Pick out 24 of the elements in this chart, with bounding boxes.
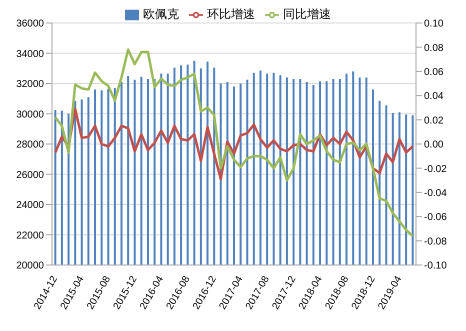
y2-tick-label: -0.08 <box>424 236 448 248</box>
y-tick-label: 36000 <box>16 18 44 30</box>
legend-label: 环比增速 <box>207 7 255 21</box>
y-tick-label: 28000 <box>16 140 44 151</box>
y-tick-label: 22000 <box>16 230 44 242</box>
y2-tick-label: 0.08 <box>424 42 444 54</box>
y2-tick-label: -0.10 <box>424 260 448 272</box>
y2-tick-label: 0.10 <box>424 18 444 30</box>
y-tick-label: 34000 <box>16 48 44 60</box>
y-tick-label: 24000 <box>16 200 44 212</box>
legend-label: 欧佩克 <box>143 7 179 21</box>
y-tick-label: 26000 <box>16 170 44 181</box>
y2-tick-label: 0.04 <box>424 91 444 102</box>
y2-tick-label: 0.06 <box>424 66 444 78</box>
y2-tick-label: 0.02 <box>424 115 444 126</box>
legend-label: 同比增速 <box>283 7 331 21</box>
line-series <box>54 48 414 238</box>
y2-tick-label: -0.06 <box>424 212 448 224</box>
y2-tick-label: -0.04 <box>424 188 448 199</box>
y2-tick-label: -0.02 <box>424 164 448 175</box>
y-tick-label: 20000 <box>16 260 44 272</box>
y2-tick-label: 0.00 <box>424 140 444 151</box>
y-tick-label: 30000 <box>16 109 44 120</box>
y-tick-label: 32000 <box>16 79 44 90</box>
